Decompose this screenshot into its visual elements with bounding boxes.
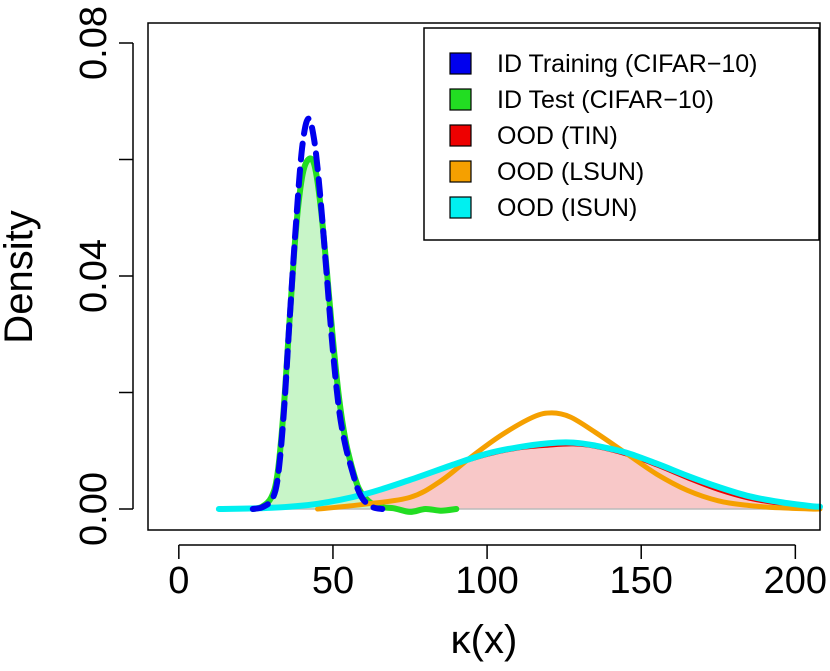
series-fill-2	[255, 444, 820, 509]
legend: ID Training (CIFAR−10) ID Test (CIFAR−10)…	[423, 27, 820, 241]
legend-swatch	[449, 196, 472, 219]
legend-label: OOD (TIN)	[497, 122, 618, 150]
legend-label: OOD (LSUN)	[497, 158, 644, 186]
y-tick-label: 0.08	[73, 6, 115, 80]
plot-frame	[147, 22, 821, 531]
legend-swatch	[449, 52, 472, 75]
x-tick-label: 200	[764, 560, 827, 602]
series-line-0	[249, 115, 386, 512]
x-tick-label: 150	[610, 560, 673, 602]
x-tick-label: 100	[455, 560, 518, 602]
series-fill-1	[252, 158, 457, 512]
series-layer	[215, 115, 823, 515]
legend-swatch	[449, 88, 472, 111]
y-tick-label: 0.04	[73, 239, 115, 313]
y-axis: 0.00 0.04 0.08	[73, 6, 134, 546]
legend-label: ID Training (CIFAR−10)	[497, 50, 758, 78]
legend-box	[423, 27, 820, 241]
legend-label: OOD (ISUN)	[497, 194, 637, 222]
y-tick-label: 0.00	[73, 472, 115, 546]
y-axis-title: Density	[0, 210, 41, 343]
x-axis-title: κ(x)	[451, 618, 518, 662]
legend-swatch	[449, 160, 472, 183]
x-tick-label: 0	[168, 560, 189, 602]
series-line-4	[215, 439, 823, 512]
x-axis: 0 50 100 150 200	[168, 544, 827, 602]
series-line-3	[315, 410, 823, 512]
legend-swatch	[449, 124, 472, 147]
x-tick-label: 50	[312, 560, 354, 602]
legend-label: ID Test (CIFAR−10)	[497, 86, 714, 114]
